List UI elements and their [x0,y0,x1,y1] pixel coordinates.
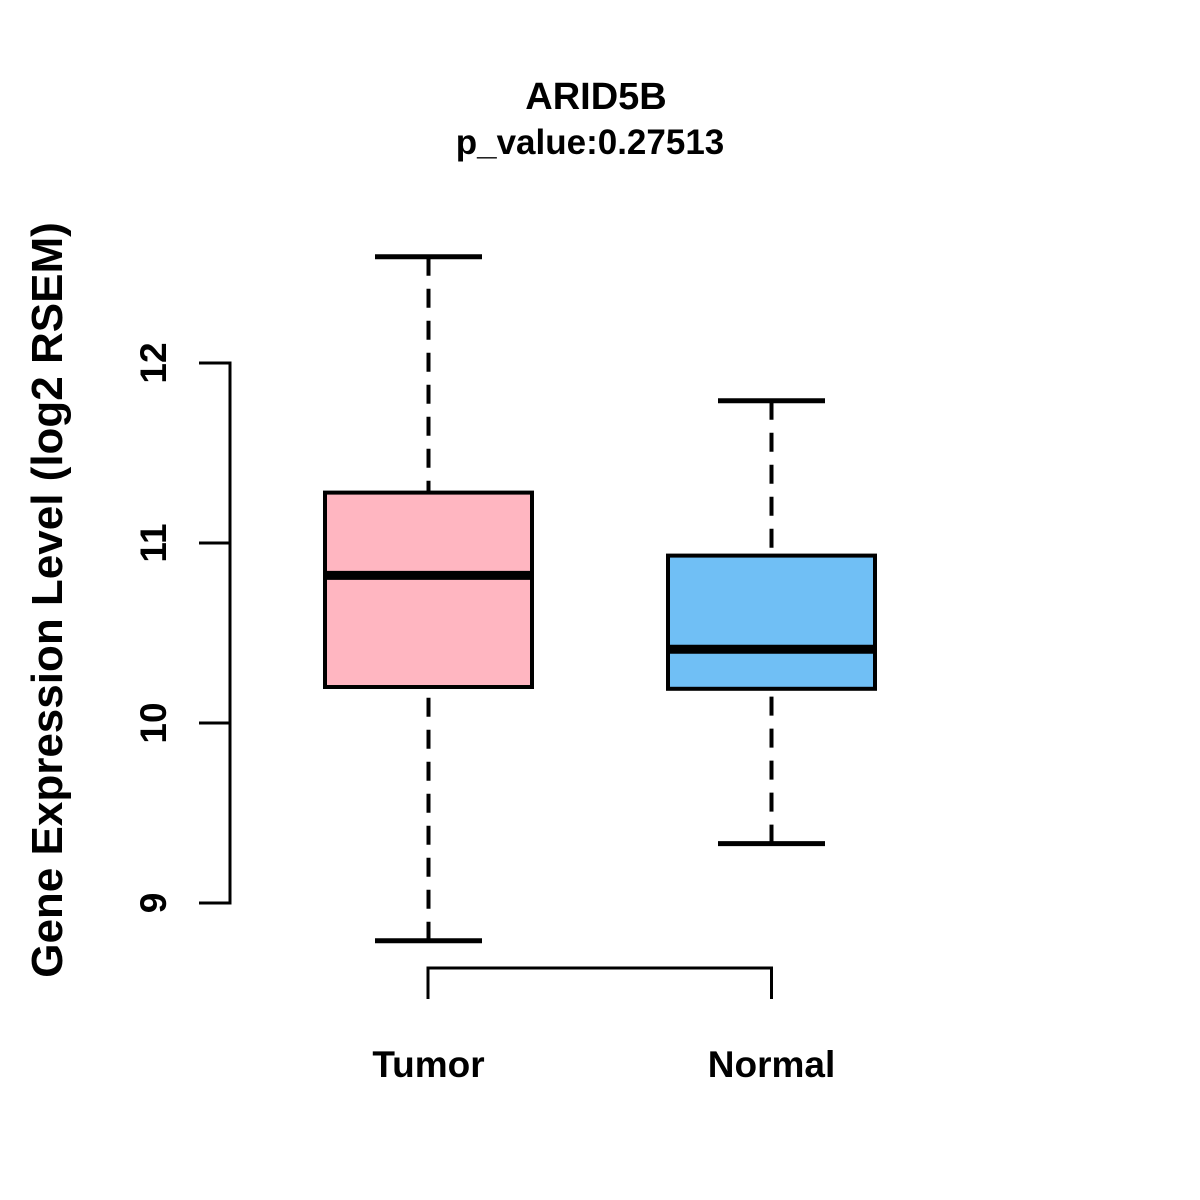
y-axis-tick-label: 10 [133,702,174,743]
boxplot-group-tumor [323,254,534,944]
x-axis-bracket [426,966,773,999]
y-axis-title: Gene Expression Level (log2 RSEM) [23,222,72,978]
y-axis-tick-label: 12 [133,342,174,383]
box-iqr [666,553,877,691]
chart-title: ARID5B [525,76,666,118]
x-category-labels: Tumor Normal [372,1044,835,1085]
x-category-label-tumor: Tumor [372,1044,484,1085]
y-axis-tick-label: 11 [133,523,174,562]
y-axis-ticks: 9 10 11 12 [133,342,230,913]
boxplot-groups [323,254,877,944]
chart-subtitle-pvalue: p_value:0.27513 [456,123,725,162]
y-axis-tick-label: 9 [133,893,174,914]
box-iqr [323,490,534,689]
boxplot-group-normal [666,398,877,847]
x-category-label-normal: Normal [708,1044,835,1085]
